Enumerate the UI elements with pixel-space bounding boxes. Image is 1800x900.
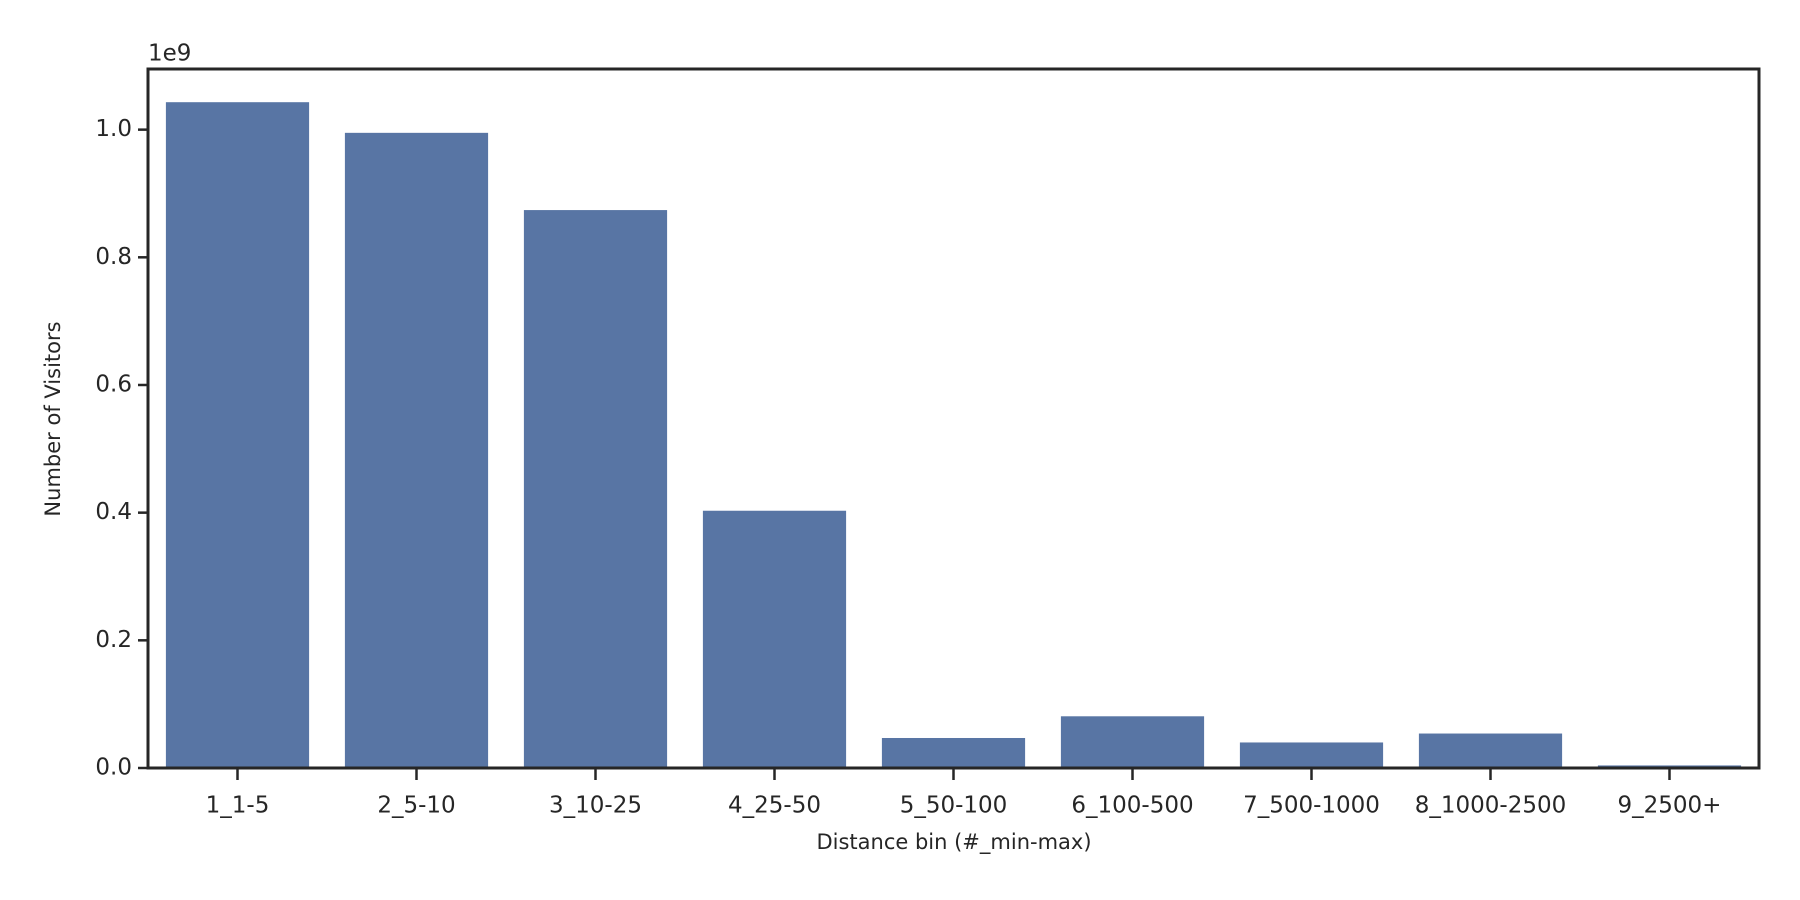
y-axis-label: Number of Visitors — [41, 321, 65, 516]
x-tick-label: 9_2500+ — [1618, 793, 1722, 819]
bar — [1239, 742, 1384, 768]
x-tick-label: 4_25-50 — [728, 793, 821, 819]
y-tick-label: 1.0 — [95, 116, 132, 142]
x-tick-label: 5_50-100 — [900, 793, 1008, 819]
y-tick-label: 0.6 — [95, 371, 132, 397]
bar — [344, 132, 489, 768]
x-tick-label: 1_1-5 — [206, 793, 270, 819]
plot-frame — [146, 67, 1761, 770]
y-tick-label: 0.4 — [95, 499, 132, 525]
y-tick-label: 0.8 — [95, 244, 132, 270]
y-tick-label: 0.2 — [95, 627, 132, 653]
y-offset-label: 1e9 — [148, 41, 191, 67]
x-tick-label: 7_500-1000 — [1243, 793, 1380, 819]
x-axis-label: Distance bin (#_min-max) — [816, 830, 1091, 855]
x-tick-label: 3_10-25 — [549, 793, 642, 819]
bar — [165, 102, 310, 768]
x-tick-label: 8_1000-2500 — [1415, 793, 1567, 819]
x-tick-label: 2_5-10 — [377, 793, 455, 819]
y-tick-label: 0.0 — [95, 755, 132, 781]
bar — [881, 737, 1026, 768]
bar — [1060, 716, 1205, 768]
x-tick-label: 6_100-500 — [1071, 793, 1193, 819]
bar — [1418, 733, 1563, 768]
bar — [523, 210, 668, 768]
bar — [702, 510, 847, 768]
